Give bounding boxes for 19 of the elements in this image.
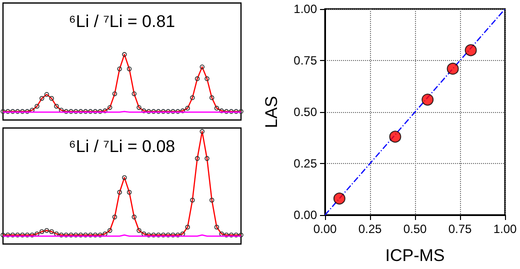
- x-tick-label: 0.50: [403, 222, 427, 236]
- y-tick-label: 0.00: [294, 208, 318, 222]
- point: [446, 62, 459, 75]
- y-tick-label: 0.75: [294, 54, 318, 68]
- point: [422, 94, 434, 106]
- chart-title: ⁶Li / ⁷Li = 0.08: [68, 137, 176, 156]
- x-tick-label: 1.00: [493, 222, 517, 236]
- y-tick-label: 1.00: [294, 2, 318, 16]
- point: [464, 44, 477, 56]
- x-tick-label: 0.75: [448, 222, 472, 236]
- chart-title: ⁶Li / ⁷Li = 0.81: [68, 12, 176, 31]
- point: [389, 130, 402, 143]
- x-axis-title: ICP-MS: [385, 246, 445, 265]
- x-tick-label: 0.00: [313, 222, 337, 236]
- y-tick-label: 0.50: [294, 105, 318, 119]
- x-tick-label: 0.25: [358, 222, 382, 236]
- y-tick-label: 0.25: [294, 156, 318, 170]
- y-axis-title: LAS: [262, 96, 281, 128]
- point: [333, 192, 346, 205]
